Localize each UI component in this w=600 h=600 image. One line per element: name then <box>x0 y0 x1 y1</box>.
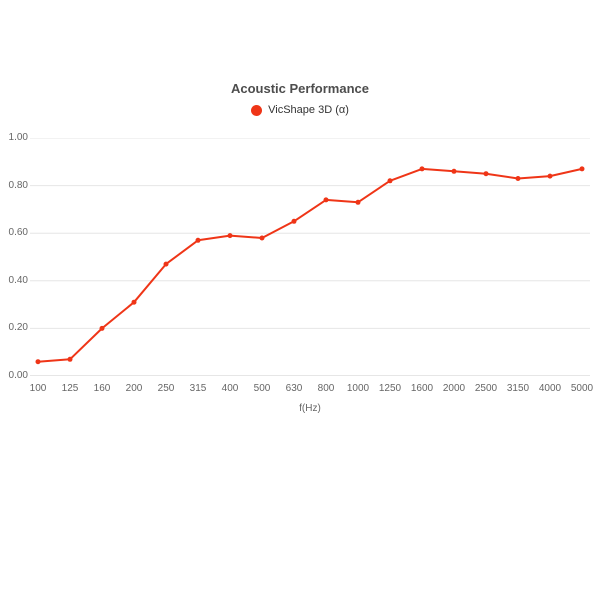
x-tick-label: 100 <box>29 383 47 394</box>
x-tick-label: 500 <box>253 383 271 394</box>
data-point[interactable] <box>387 178 393 184</box>
x-tick-label: 800 <box>317 383 335 394</box>
data-point[interactable] <box>35 359 41 365</box>
data-point[interactable] <box>131 299 137 305</box>
y-tick-label: 0.60 <box>8 227 28 239</box>
data-point[interactable] <box>99 325 105 331</box>
x-tick-label: 2000 <box>442 383 466 394</box>
plot-area <box>30 137 590 377</box>
x-tick-label: 1000 <box>346 383 370 394</box>
y-tick-label: 0.00 <box>8 370 28 381</box>
data-point[interactable] <box>419 166 425 172</box>
x-tick-label: 1600 <box>410 383 434 394</box>
x-tick-label: 160 <box>93 383 111 394</box>
data-point[interactable] <box>259 235 265 241</box>
x-tick-label: 630 <box>285 383 303 394</box>
y-tick-label: 1.00 <box>8 132 28 143</box>
x-tick-label: 5000 <box>570 383 594 394</box>
data-point[interactable] <box>451 168 457 174</box>
data-point[interactable] <box>483 171 489 177</box>
data-point[interactable] <box>227 233 233 239</box>
x-tick-label: 1250 <box>378 383 402 394</box>
data-point[interactable] <box>579 166 585 172</box>
data-point[interactable] <box>355 199 361 205</box>
y-tick-label: 0.20 <box>8 322 28 334</box>
x-tick-label: 3150 <box>506 383 530 394</box>
data-point[interactable] <box>323 197 329 203</box>
x-tick-label: 250 <box>157 383 175 394</box>
data-point[interactable] <box>67 356 73 362</box>
x-tick-label: 2500 <box>474 383 498 394</box>
legend-label: VicShape 3D (α) <box>268 104 349 116</box>
series-line-vicshape-3d <box>37 167 583 363</box>
x-tick-label: 125 <box>61 383 79 394</box>
chart-title: Acoustic Performance <box>231 81 369 96</box>
x-tick-label: 315 <box>189 383 207 394</box>
data-point[interactable] <box>195 237 201 243</box>
legend: VicShape 3D (α) <box>0 104 600 116</box>
legend-item-vicshape-3d[interactable]: VicShape 3D (α) <box>251 104 349 116</box>
data-point[interactable] <box>547 173 553 179</box>
x-tick-label: 4000 <box>538 383 562 394</box>
plot-svg <box>30 137 590 377</box>
x-tick-label: 400 <box>221 383 239 394</box>
y-tick-label: 0.40 <box>8 274 28 286</box>
data-point[interactable] <box>163 261 169 267</box>
data-point[interactable] <box>291 218 297 224</box>
y-tick-label: 0.80 <box>8 179 28 191</box>
x-axis-title: f(Hz) <box>299 403 321 414</box>
legend-marker-icon <box>251 104 263 116</box>
x-tick-label: 200 <box>125 383 143 394</box>
data-point[interactable] <box>515 176 521 181</box>
